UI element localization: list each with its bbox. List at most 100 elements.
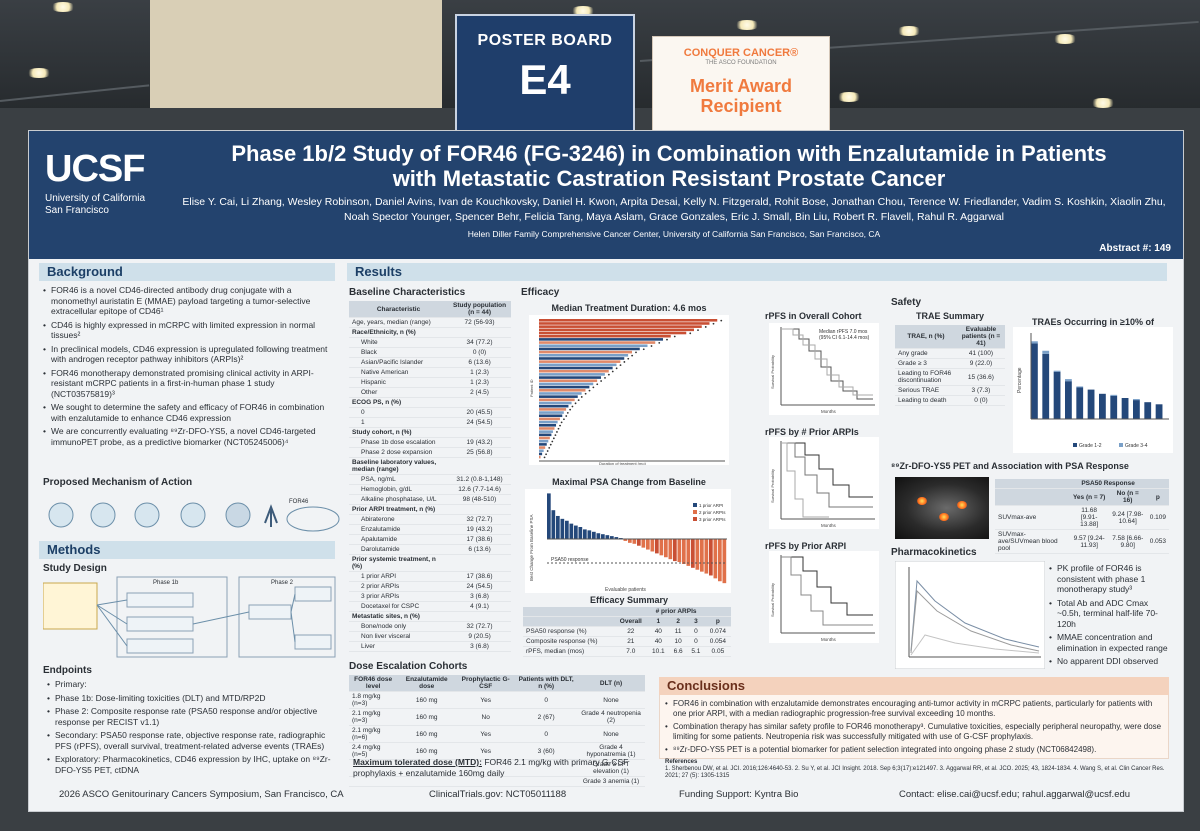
pet-hotspot xyxy=(939,513,949,521)
mtd-text: FOR46 2.1 mg/kg with primary G-CSF proph… xyxy=(353,757,629,778)
baseline-cell: Metastatic sites, n (%) xyxy=(349,611,449,622)
pet-cell: 9.57 [9.24-11.93] xyxy=(1069,529,1109,554)
duration-marker xyxy=(615,367,618,370)
psa-bar xyxy=(632,539,637,544)
baseline-value: 17 (38.6) xyxy=(448,534,511,545)
baseline-value: 19 (43.2) xyxy=(448,524,511,535)
psa-bar xyxy=(686,539,691,566)
baseline-cell: Phase 1b dose escalation xyxy=(349,437,449,448)
baseline-value: 32 (72.7) xyxy=(448,514,511,525)
duration-bar xyxy=(539,322,710,325)
dose-escalation-table: FOR46 dose level Enzalutamide dose Prophyl… xyxy=(349,675,645,787)
rpfs3-title: rPFS by Prior ARPI xyxy=(765,541,847,551)
duration-marker xyxy=(600,380,603,382)
dose-cell: Yes xyxy=(456,725,516,743)
psa-legend-swatch xyxy=(693,517,697,521)
baseline-row: Darolutamide 6 (13.6) xyxy=(349,544,511,555)
duration-bar xyxy=(539,401,572,405)
pet-row: SUVmax-ave/SUVmean blood pool 9.57 [9.24-… xyxy=(995,529,1169,554)
dose-cell: 1.8 mg/kg (n=3) xyxy=(349,691,398,709)
trae-summary-title: TRAE Summary xyxy=(915,311,985,321)
award-line2: Recipient xyxy=(700,96,782,116)
duration-marker xyxy=(666,338,668,341)
baseline-row: PSA, ng/mL 31.2 (0.8-1,148) xyxy=(349,474,511,485)
pk-heading: Pharmacokinetics xyxy=(891,547,977,558)
duration-marker xyxy=(642,348,645,351)
duration-bar xyxy=(539,427,555,430)
duration-bar xyxy=(539,411,564,414)
duration-bar xyxy=(539,334,671,338)
efficacy-summary-table: # prior ARPIs Overall 1 2 3 p PSA50 response… xyxy=(523,607,731,657)
efficacy-cell: 6.6 xyxy=(669,646,688,657)
mech-label: FOR46 xyxy=(289,499,309,505)
affiliation: Helen Diller Family Comprehensive Cancer… xyxy=(467,229,881,239)
duration-bar xyxy=(539,319,718,322)
trae-bar-grade34 xyxy=(1133,399,1140,401)
trae-summary-table: TRAE, n (%) Evaluable patients (n = 41) A… xyxy=(895,325,1005,406)
efficacy-row: rPFS, median (mos) 7.0 10.1 6.6 5.1 0.05 xyxy=(523,646,731,657)
rpfs-overall-chart: Months Survival Probability Median rPFS 7.… xyxy=(769,323,879,415)
dose-cell: Grade 3 LFT elevation (1) xyxy=(577,759,645,777)
km-curve xyxy=(781,442,873,508)
baseline-value xyxy=(448,611,511,622)
duration-marker xyxy=(545,453,547,456)
trae-bar-grade12 xyxy=(1087,389,1095,419)
efficacy-cell: 40 xyxy=(647,626,670,637)
pk-bullets: PK profile of FOR46 is consistent with p… xyxy=(1049,563,1171,670)
efficacy-heading: Efficacy xyxy=(521,287,560,298)
baseline-cell: Hispanic xyxy=(349,377,449,388)
duration-marker xyxy=(551,440,554,443)
dose-cell xyxy=(456,776,516,787)
ceiling-light xyxy=(50,2,76,12)
baseline-cell: Prior systemic treatment, n (%) xyxy=(349,554,449,572)
trae-row: Any grade 41 (100) xyxy=(895,348,1005,359)
baseline-row: Phase 2 dose expansion 25 (56.8) xyxy=(349,447,511,458)
baseline-table: Characteristic Study population (n = 44) … xyxy=(349,301,511,652)
psa-bar xyxy=(664,539,668,558)
baseline-value: 3 (6.8) xyxy=(448,591,511,602)
baseline-value xyxy=(448,504,511,515)
dose-header: Prophylactic G-CSF xyxy=(456,675,516,692)
psa-bar xyxy=(596,533,601,539)
dose-heading: Dose Escalation Cohorts xyxy=(349,661,468,672)
baseline-row: Alkaline phosphatase, U/L 98 (48-510) xyxy=(349,494,511,505)
psa-bar xyxy=(709,539,713,576)
baseline-row: Bone/node only 32 (72.7) xyxy=(349,621,511,632)
duration-marker xyxy=(566,411,569,414)
pillar xyxy=(150,0,442,110)
duration-marker xyxy=(619,364,622,367)
efficacy-summary-title: Efficacy Summary xyxy=(589,595,669,605)
km-note: (95% CI 6.1-14.4 mos) xyxy=(819,335,870,341)
dose-row: 2.4 mg/kg (n=5) 160 mg Yes 3 (60) Grade 4 hy… xyxy=(349,742,645,760)
efficacy-cell: 0.054 xyxy=(704,636,731,647)
duration-marker xyxy=(580,396,583,398)
ceiling-light xyxy=(1090,98,1116,108)
duration-bar xyxy=(539,395,578,398)
duration-marker xyxy=(604,376,606,379)
pet-header xyxy=(995,488,1070,506)
km-curve xyxy=(781,328,873,400)
baseline-value: 4 (9.1) xyxy=(448,601,511,612)
trae-bar-grade34 xyxy=(1053,370,1061,372)
baseline-row: Liver 3 (6.8) xyxy=(349,641,511,652)
duration-bar xyxy=(539,373,605,376)
duration-marker xyxy=(697,329,699,332)
psa-bar xyxy=(551,510,556,539)
duration-marker xyxy=(658,341,661,344)
km-plot-bg xyxy=(769,437,879,529)
duration-x-label: Duration of treatment (mo) xyxy=(599,461,647,465)
conclusions-bullets: FOR46 in combination with enzalutamide d… xyxy=(665,699,1165,758)
baseline-cell: Race/Ethnicity, n (%) xyxy=(349,327,449,338)
mechanism-heading: Proposed Mechanism of Action xyxy=(43,477,193,488)
dose-cell xyxy=(397,776,457,787)
pet-hotspot xyxy=(917,497,927,505)
baseline-cell: ECOG PS, n (%) xyxy=(349,397,449,408)
poster-footer: 2026 ASCO Genitourinary Cancers Symposiu… xyxy=(29,781,1183,811)
baseline-value: 6 (13.6) xyxy=(448,357,511,368)
baseline-row: Native American 1 (2.3) xyxy=(349,367,511,378)
trae-col2: Evaluable patients (n = 41) xyxy=(956,325,1005,349)
baseline-cell: Apalutamide xyxy=(349,534,449,545)
mtd-statement: Maximum tolerated dose (MTD): FOR46 2.1 … xyxy=(353,757,643,778)
duration-bar xyxy=(539,385,590,389)
